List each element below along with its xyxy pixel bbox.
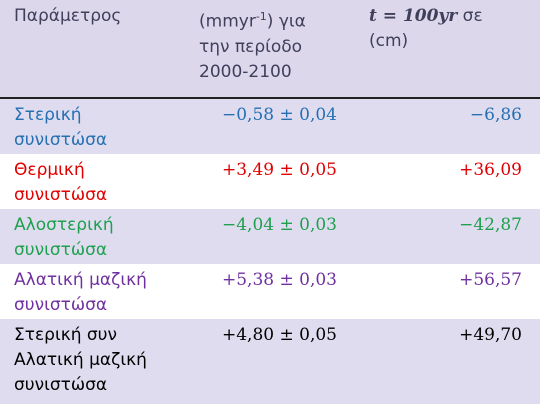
value-cell: +36,09 [355,154,540,209]
value-cell: +56,57 [355,264,540,319]
value-cell: −6,86 [355,98,540,154]
value-text: −4,04 ± 0,03 [222,215,337,235]
table-row: Στερική συν Αλατική μαζική συνιστώσα +4,80 … [0,319,540,404]
header-text: ) για [266,11,306,32]
value-text: +36,09 [459,160,522,180]
value-text: +4,80 ± 0,05 [222,325,337,345]
label-cell: Αλοστερική συνιστώσα [0,209,185,264]
value-text: +5,38 ± 0,03 [222,270,337,290]
value-cell: +4,80 ± 0,05 [185,319,355,404]
value-text: +56,57 [459,270,522,290]
header-text: 2000-2100 [199,61,292,82]
value-cell: −4,04 ± 0,03 [185,209,355,264]
label-text: Αλατική μαζική [14,270,147,290]
header-cell: Παράμετρος [0,0,185,98]
label-cell: Στερική συνιστώσα [0,98,185,154]
table-row: Αλοστερική συνιστώσα −4,04 ± 0,03 −42,87 [0,209,540,264]
value-text: −0,58 ± 0,04 [222,105,337,125]
label-text: συνιστώσα [14,295,108,315]
header-cell: (mmyr-1) για την περίοδο 2000-2100 [185,0,355,98]
header-row: Παράμετρος (mmyr-1) για την περίοδο 2000-2… [0,0,540,98]
header-text: (mmyr [199,11,256,32]
value-cell: +3,49 ± 0,05 [185,154,355,209]
table-row: Αλατική μαζική συνιστώσα +5,38 ± 0,03 +56,5… [0,264,540,319]
header-text: σε [462,6,483,26]
label-text: Αλοστερική [14,215,114,235]
header-sup: -1 [255,10,267,23]
label-text: Αλατική μαζική [14,350,147,370]
value-text: −6,86 [469,105,522,125]
value-cell: −42,87 [355,209,540,264]
label-cell: Αλατική μαζική συνιστώσα [0,264,185,319]
header-text: (cm) [369,31,409,51]
value-cell: +49,70 [355,319,540,404]
label-text: συνιστώσα [14,240,108,260]
value-cell: +5,38 ± 0,03 [185,264,355,319]
value-text: +49,70 [459,325,522,345]
label-text: συνιστώσα [14,130,108,150]
value-cell: −0,58 ± 0,04 [185,98,355,154]
table-body: Στερική συνιστώσα −0,58 ± 0,04 −6,86 Θερμική… [0,98,540,404]
header-math: t = 100yr [369,6,458,26]
label-text: συνιστώσα [14,375,108,395]
label-text: Θερμική [14,160,85,180]
table-row: Στερική συνιστώσα −0,58 ± 0,04 −6,86 [0,98,540,154]
value-text: +3,49 ± 0,05 [222,160,337,180]
header-text: την περίοδο [199,36,303,57]
table-row: Θερμική συνιστώσα +3,49 ± 0,05 +36,09 [0,154,540,209]
label-text: Στερική [14,105,82,125]
header-cell: t = 100yr σε (cm) [355,0,540,98]
label-cell: Θερμική συνιστώσα [0,154,185,209]
label-text: συνιστώσα [14,185,108,205]
label-text: Στερική συν [14,325,118,345]
value-text: −42,87 [459,215,522,235]
header-text: Παράμετρος [14,6,122,26]
label-cell: Στερική συν Αλατική μαζική συνιστώσα [0,319,185,404]
